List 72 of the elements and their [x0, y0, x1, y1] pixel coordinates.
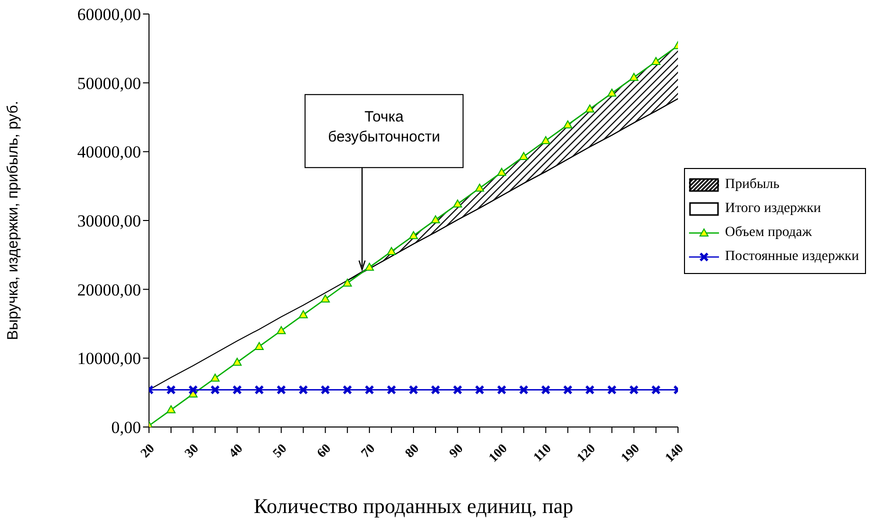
point	[563, 385, 572, 394]
point	[342, 385, 352, 394]
point	[276, 385, 286, 394]
y-tick-label: 0,00	[111, 418, 141, 438]
x-axis-title: Количество проданных единиц, пар	[254, 494, 574, 518]
x-tick-label: 70	[358, 440, 378, 460]
y-tick-label: 60000,00	[77, 5, 141, 24]
annotation: Точка безубыточности	[328, 108, 440, 146]
x-tick-label: 50	[270, 440, 290, 460]
x-tick-label: 30	[181, 440, 202, 460]
point	[497, 168, 506, 176]
legend-label: Постоянные издержки	[725, 249, 859, 265]
point	[475, 385, 484, 394]
point	[276, 326, 286, 334]
point	[541, 385, 550, 394]
point	[298, 385, 308, 394]
point	[210, 374, 220, 382]
x-tick-label: 40	[225, 440, 246, 460]
x-tick-label: 140	[662, 440, 686, 465]
legend-label: Объем продаж	[725, 225, 812, 241]
y-tick-label: 30000,00	[77, 212, 141, 231]
point	[497, 385, 506, 394]
point	[188, 385, 198, 394]
point	[652, 385, 660, 394]
point	[629, 72, 638, 81]
point	[320, 294, 330, 302]
point	[298, 310, 308, 318]
point	[166, 405, 176, 414]
legend-label: Прибыль	[725, 177, 780, 193]
point	[519, 152, 528, 160]
x-tick-label: 190	[618, 440, 642, 465]
point	[320, 385, 330, 394]
point	[364, 262, 374, 271]
x-tick-label: 20	[137, 440, 158, 460]
x-tick-label: 110	[530, 440, 554, 464]
point	[431, 385, 440, 394]
point	[630, 385, 638, 394]
point	[607, 88, 616, 97]
point	[210, 385, 220, 394]
y-tick-label: 10000,00	[77, 349, 141, 368]
y-tick-label: 20000,00	[77, 280, 141, 300]
point	[254, 342, 264, 350]
y-tick-label: 40000,00	[77, 142, 141, 162]
point	[365, 385, 374, 394]
point	[585, 104, 594, 112]
point	[519, 385, 528, 394]
point	[651, 56, 660, 65]
y-axis-title: Выручка, издержки, прибыль, руб.	[4, 100, 22, 340]
y-tick-label: 50000,00	[77, 74, 141, 93]
point	[232, 358, 242, 366]
point	[387, 385, 396, 394]
point	[475, 184, 484, 192]
point	[563, 120, 572, 128]
point	[342, 278, 352, 287]
point	[585, 385, 594, 394]
point	[254, 385, 264, 394]
point	[607, 385, 616, 394]
legend-label: Итого издержки	[725, 201, 822, 217]
x-tick-label: 90	[446, 440, 466, 460]
point	[453, 385, 462, 394]
point	[166, 385, 176, 394]
point	[541, 136, 550, 144]
x-tick-label: 60	[314, 440, 334, 460]
x-tick-label: 120	[574, 440, 598, 465]
x-tick-label: 80	[402, 440, 422, 460]
point	[409, 231, 418, 240]
point	[232, 385, 242, 394]
x-tick-label: 100	[485, 440, 510, 465]
point	[386, 246, 396, 255]
point	[409, 385, 418, 394]
point	[453, 199, 462, 208]
point	[431, 215, 440, 224]
